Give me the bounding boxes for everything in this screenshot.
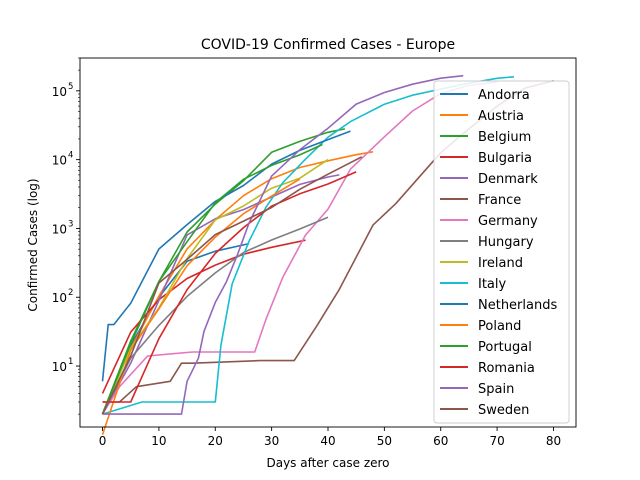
x-tick-label: 20 bbox=[208, 434, 223, 448]
legend-label: Andorra bbox=[478, 88, 530, 103]
y-tick-exponent: 1 bbox=[68, 357, 73, 367]
legend-label: Portugal bbox=[478, 340, 532, 355]
y-tick-exponent: 2 bbox=[68, 288, 73, 298]
y-axis-label: Confirmed Cases (log) bbox=[26, 178, 40, 311]
series-line-netherlands bbox=[101, 130, 351, 382]
x-tick-label: 30 bbox=[264, 434, 279, 448]
series-line-sweden bbox=[101, 156, 363, 415]
legend-label: Germany bbox=[478, 214, 538, 229]
y-tick-label: 10 bbox=[52, 291, 67, 305]
x-tick-label: 80 bbox=[546, 434, 561, 448]
x-tick-label: 40 bbox=[320, 434, 335, 448]
series-line-ireland bbox=[101, 158, 329, 415]
y-tick-label: 10 bbox=[52, 154, 67, 168]
y-tick-exponent: 5 bbox=[68, 82, 73, 92]
x-tick-label: 60 bbox=[433, 434, 448, 448]
legend: Andorra Austria Belgium Bulgaria Denmark Fran… bbox=[433, 80, 570, 424]
legend-label: Bulgaria bbox=[478, 151, 532, 166]
legend-label: Romania bbox=[478, 361, 535, 376]
legend-label: Poland bbox=[478, 319, 521, 334]
y-tick-label: 10 bbox=[52, 360, 67, 374]
series-line-spain bbox=[102, 74, 464, 415]
legend-label: Italy bbox=[478, 277, 507, 292]
x-tick-label: 70 bbox=[489, 434, 504, 448]
x-tick-label: 0 bbox=[99, 434, 107, 448]
legend-label: Ireland bbox=[478, 256, 523, 271]
series-line-austria bbox=[101, 151, 374, 415]
y-tick-exponent: 4 bbox=[68, 151, 73, 161]
legend-label: Sweden bbox=[478, 403, 529, 418]
legend-label: Hungary bbox=[478, 235, 534, 250]
x-axis-label: Days after case zero bbox=[266, 456, 389, 470]
y-tick-exponent: 3 bbox=[68, 219, 73, 229]
y-tick-label: 10 bbox=[52, 85, 67, 99]
series-line-germany bbox=[101, 81, 498, 415]
legend-label: Austria bbox=[478, 109, 524, 124]
legend-label: Spain bbox=[478, 382, 514, 397]
legend-label: Belgium bbox=[478, 130, 531, 145]
x-tick-label: 10 bbox=[151, 434, 166, 448]
chart-title: COVID-19 Confirmed Cases - Europe bbox=[201, 37, 455, 53]
legend-label: France bbox=[478, 193, 521, 208]
series-line-romania bbox=[102, 171, 357, 403]
series-line-denmark bbox=[101, 174, 340, 415]
legend-label: Netherlands bbox=[478, 298, 557, 313]
legend-label: Denmark bbox=[478, 172, 538, 187]
series-line-hungary bbox=[101, 216, 329, 415]
legend-box bbox=[433, 80, 570, 424]
y-tick-label: 10 bbox=[52, 222, 67, 236]
x-tick-label: 50 bbox=[377, 434, 392, 448]
